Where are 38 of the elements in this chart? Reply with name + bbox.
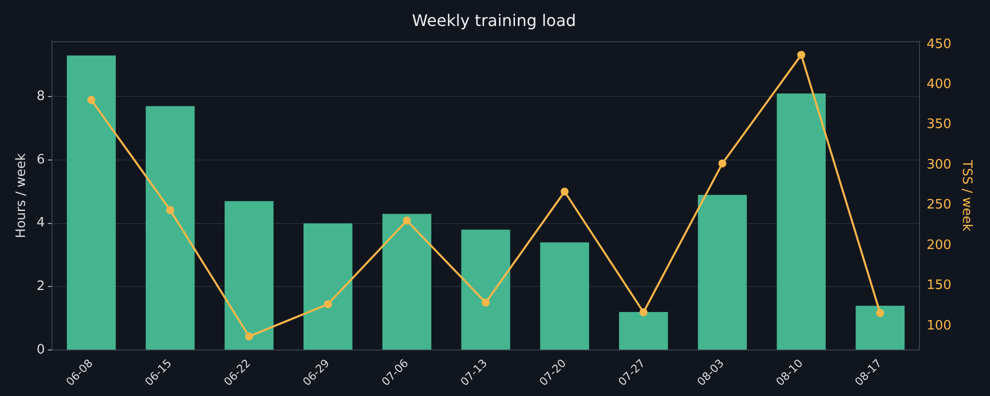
point bbox=[402, 216, 411, 225]
point bbox=[639, 308, 648, 316]
bar bbox=[619, 312, 668, 350]
point bbox=[324, 300, 332, 308]
y2-tick-label: 450 bbox=[926, 36, 952, 52]
bar bbox=[461, 230, 510, 350]
bar bbox=[698, 194, 747, 350]
point bbox=[87, 96, 96, 104]
y2-tick-label: 300 bbox=[926, 157, 952, 172]
chart-title: Weekly training load bbox=[412, 10, 576, 30]
y-tick-label: 4 bbox=[36, 216, 45, 231]
y-tick-label: 0 bbox=[36, 342, 45, 358]
point bbox=[166, 206, 174, 214]
point bbox=[560, 188, 569, 196]
bar bbox=[66, 55, 116, 350]
y2-tick-label: 200 bbox=[926, 238, 952, 253]
y-tick-label: 8 bbox=[36, 89, 45, 104]
point bbox=[797, 50, 806, 59]
y-tick-label: 2 bbox=[36, 279, 45, 294]
bar bbox=[856, 306, 905, 350]
point bbox=[718, 159, 726, 168]
y2-tick-label: 250 bbox=[926, 198, 952, 213]
bar bbox=[776, 93, 826, 350]
y-tick-label: 6 bbox=[36, 152, 45, 168]
y2-tick-label: 350 bbox=[926, 117, 952, 132]
point bbox=[482, 298, 490, 307]
bar bbox=[304, 223, 352, 350]
y-axis-title: Hours / week bbox=[14, 152, 30, 238]
bar bbox=[540, 242, 590, 350]
point bbox=[245, 332, 254, 340]
bar bbox=[382, 214, 432, 350]
y2-tick-label: 100 bbox=[926, 318, 952, 334]
bar bbox=[146, 106, 195, 350]
y2-tick-label: 400 bbox=[926, 77, 952, 92]
point bbox=[876, 309, 884, 318]
bar bbox=[224, 201, 274, 350]
y2-axis-title: TSS / week bbox=[958, 159, 974, 232]
y2-tick-label: 150 bbox=[926, 278, 952, 294]
